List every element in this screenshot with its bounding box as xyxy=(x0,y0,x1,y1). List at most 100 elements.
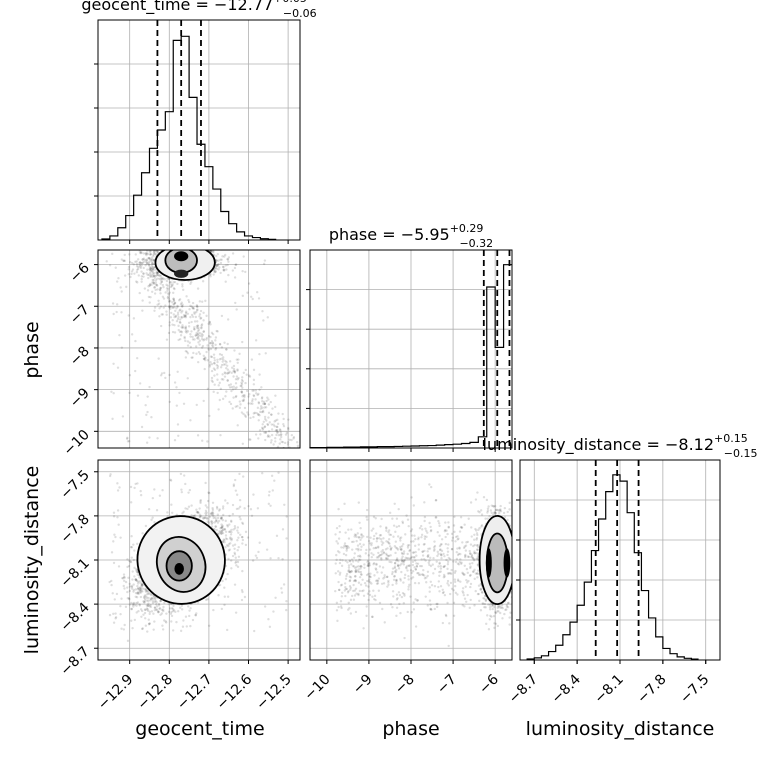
scatter-point xyxy=(204,504,207,507)
scatter-point xyxy=(163,244,165,246)
scatter-point xyxy=(142,252,145,255)
hist-bar xyxy=(606,492,613,660)
scatter-point xyxy=(274,596,277,600)
scatter-point xyxy=(210,344,214,347)
scatter-point xyxy=(185,295,188,298)
hist-frame xyxy=(309,249,513,449)
scatter-point xyxy=(218,342,222,346)
scatter-point xyxy=(141,584,144,587)
scatter-point xyxy=(134,578,138,581)
scatter-point xyxy=(173,323,176,327)
scatter-point xyxy=(166,289,169,292)
scatter-point xyxy=(263,417,267,421)
scatter-point xyxy=(176,313,180,316)
scatter-point xyxy=(147,247,149,249)
scatter-point xyxy=(225,366,228,370)
scatter-point xyxy=(237,545,240,549)
scatter-point xyxy=(159,374,163,377)
scatter-point xyxy=(250,358,254,361)
scatter-point xyxy=(239,517,242,521)
scatter-point xyxy=(126,590,129,594)
scatter-point xyxy=(213,383,216,386)
scatter-point xyxy=(158,607,162,610)
scatter-point xyxy=(280,433,283,436)
scatter-point xyxy=(212,516,215,520)
scatter-point xyxy=(157,604,161,607)
scatter-point xyxy=(227,256,231,259)
scatter-point xyxy=(130,584,133,588)
scatter-point xyxy=(269,400,272,404)
scatter-point xyxy=(194,315,198,319)
scatter-point xyxy=(236,361,239,364)
scatter-point xyxy=(168,305,171,309)
scatter-point xyxy=(156,273,159,276)
scatter-point xyxy=(233,525,237,528)
scatter-point xyxy=(220,246,222,248)
scatter-point xyxy=(186,330,190,333)
scatter-point xyxy=(220,314,224,318)
scatter-point xyxy=(177,324,180,328)
scatter-point xyxy=(153,596,156,600)
scatter-point xyxy=(192,243,194,245)
scatter-point xyxy=(218,358,222,361)
scatter-point xyxy=(139,586,142,590)
scatter-point xyxy=(122,573,126,576)
scatter-point xyxy=(159,286,162,290)
scatter-point xyxy=(152,253,155,256)
scatter-point xyxy=(273,479,276,482)
scatter-point xyxy=(198,352,202,356)
scatter-point xyxy=(216,521,220,524)
scatter-point xyxy=(143,287,147,290)
scatter-point xyxy=(242,412,245,416)
scatter-point xyxy=(260,386,263,389)
scatter-point xyxy=(171,629,175,632)
scatter-point xyxy=(210,520,213,524)
scatter-point xyxy=(201,300,204,303)
scatter-point xyxy=(220,607,224,611)
scatter-point xyxy=(206,517,209,520)
scatter-point xyxy=(159,278,162,282)
scatter-point xyxy=(238,352,241,356)
scatter-point xyxy=(226,379,229,382)
scatter-point xyxy=(111,592,114,595)
scatter-point xyxy=(214,519,218,523)
scatter-point xyxy=(218,531,222,534)
scatter-point xyxy=(208,320,211,324)
scatter-point xyxy=(276,422,280,426)
scatter-point xyxy=(236,565,240,569)
scatter-point xyxy=(266,423,270,427)
scatter-point xyxy=(197,337,200,340)
scatter-point xyxy=(142,272,145,275)
scatter-point xyxy=(218,381,221,385)
scatter-point xyxy=(218,353,222,356)
scatter-point xyxy=(205,513,208,517)
scatter-point xyxy=(171,283,174,286)
scatter-point xyxy=(236,404,239,408)
scatter-point xyxy=(258,429,262,432)
scatter-point xyxy=(283,503,286,506)
scatter-point xyxy=(120,258,123,261)
scatter-point xyxy=(112,511,116,514)
scatter-point xyxy=(238,406,242,410)
scatter-point xyxy=(264,352,267,355)
scatter-point xyxy=(145,441,149,444)
scatter-point xyxy=(210,376,214,380)
scatter-point xyxy=(175,307,178,310)
scatter-point xyxy=(230,567,233,570)
hist-bar xyxy=(237,232,245,240)
scatter-point xyxy=(167,299,171,303)
scatter-point xyxy=(148,283,151,287)
scatter-point xyxy=(198,515,202,519)
scatter-point xyxy=(231,407,234,410)
scatter-point xyxy=(288,438,291,441)
scatter-point xyxy=(148,244,150,246)
scatter-point xyxy=(162,277,165,280)
scatter-point xyxy=(148,592,151,595)
scatter-point xyxy=(133,575,136,578)
scatter-point xyxy=(175,319,179,323)
scatter-point xyxy=(225,544,229,547)
scatter-point xyxy=(138,591,142,594)
scatter-point xyxy=(226,523,229,527)
scatter-point xyxy=(136,592,139,595)
scatter-point xyxy=(263,415,267,419)
